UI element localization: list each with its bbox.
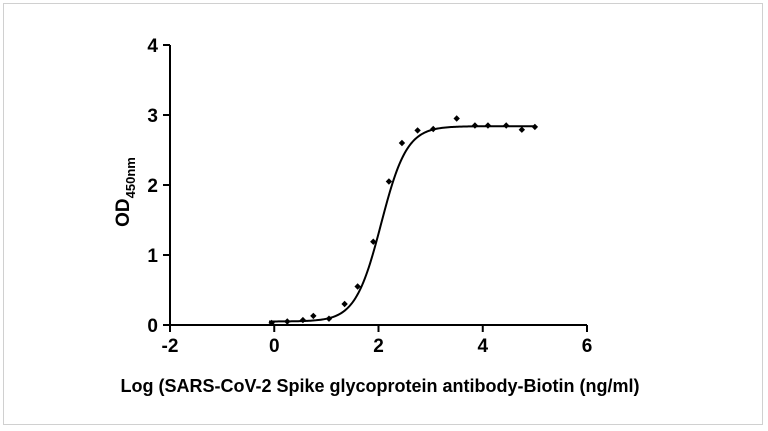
y-tick-label: 1 <box>147 246 158 267</box>
x-tick-label: 0 <box>269 336 280 357</box>
y-tick-label: 4 <box>147 36 158 57</box>
data-point <box>385 178 393 185</box>
x-tick-label: 4 <box>477 336 488 357</box>
data-point <box>341 300 348 308</box>
data-point <box>531 123 539 131</box>
fit-curve-layer <box>269 125 535 323</box>
x-axis-label: Log (SARS-CoV-2 Spike glycoprotein antib… <box>121 376 640 396</box>
fit-curve <box>269 125 535 323</box>
data-point <box>471 122 479 129</box>
y-tick-label: 0 <box>147 316 158 337</box>
data-point <box>398 139 406 147</box>
data-point <box>354 283 361 290</box>
data-point <box>310 312 317 320</box>
x-tick-label: 2 <box>373 336 384 357</box>
data-point <box>325 315 333 322</box>
chart-frame: 0 1 2 3 4 -2 0 2 4 6 Log (SARS-CoV-2 Spike glycop… <box>3 3 763 425</box>
y-axis-label: OD450nm <box>113 157 138 227</box>
data-point <box>284 318 291 325</box>
data-point <box>484 122 492 129</box>
y-tick-label: 3 <box>147 106 158 127</box>
data-point <box>453 115 460 122</box>
data-point <box>518 126 526 133</box>
data-points-layer <box>268 115 539 327</box>
y-axis-label-subscript: 450nm <box>123 157 138 198</box>
data-point <box>299 316 307 324</box>
data-point <box>370 238 377 245</box>
x-tick-label: 6 <box>582 336 593 357</box>
data-point <box>268 319 275 327</box>
data-point <box>430 125 437 133</box>
data-point <box>414 127 421 134</box>
y-tick-label: 2 <box>147 176 158 197</box>
data-point <box>503 122 510 129</box>
y-axis-label-main: OD <box>113 198 134 227</box>
x-tick-label: -2 <box>162 336 179 357</box>
